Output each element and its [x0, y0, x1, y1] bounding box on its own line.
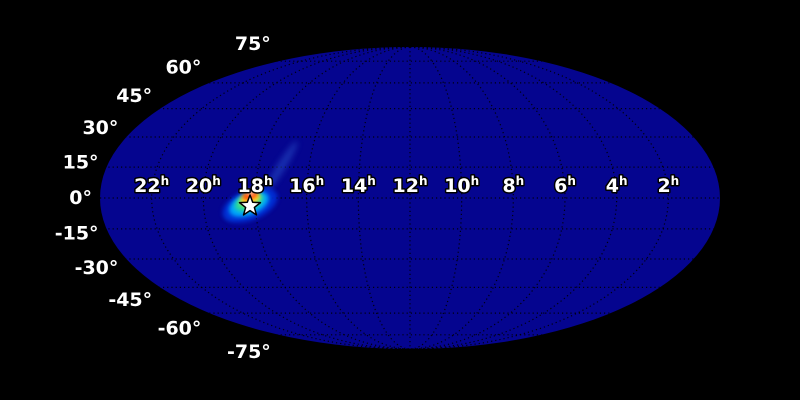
ra-label-18h: 18h [238, 174, 273, 197]
meridian-line [409, 47, 514, 349]
dec-label--15: -15° [55, 223, 99, 245]
ra-label-8h: 8h [502, 174, 524, 197]
ra-label-12h: 12h [393, 174, 428, 197]
source-star-marker [238, 194, 262, 216]
meridian-line [409, 47, 566, 349]
dec-label-60: 60° [165, 56, 201, 78]
dec-label--45: -45° [108, 289, 152, 311]
ra-label-10h: 10h [444, 174, 479, 197]
ra-label-14h: 14h [341, 174, 376, 197]
star-icon [238, 194, 262, 216]
dec-label-45: 45° [116, 85, 152, 107]
ra-label-20h: 20h [186, 174, 221, 197]
ra-label-6h: 6h [554, 174, 576, 197]
ra-label-4h: 4h [606, 174, 628, 197]
hotspot-layer [247, 191, 254, 195]
dec-label-75: 75° [235, 33, 271, 55]
meridian-line [409, 47, 463, 349]
sky-background-ellipse [100, 47, 720, 349]
ra-label-16h: 16h [289, 174, 324, 197]
ra-label-22h: 22h [134, 174, 169, 197]
meridian-line [202, 47, 411, 349]
dec-label--75: -75° [227, 341, 271, 363]
ra-label-2h: 2h [657, 174, 679, 197]
dec-label-0: 0° [69, 187, 92, 209]
meridian-line [357, 47, 411, 349]
meridian-line [306, 47, 411, 349]
dec-label--30: -30° [75, 257, 119, 279]
hotspot-streak [264, 141, 298, 193]
dec-label--60: -60° [158, 318, 202, 340]
ra-axis-labels: 22h 20h 18h 16h 14h 12h 10h 8h 6h 4h 2h [133, 173, 681, 199]
dec-label-15: 15° [63, 151, 99, 173]
dec-label-30: 30° [82, 117, 118, 139]
meridian-line [409, 47, 618, 349]
dec-axis-labels: 75° 60° 45° 30° 15° 0° -15° -30° -45° -60° -75° [53, 31, 272, 364]
